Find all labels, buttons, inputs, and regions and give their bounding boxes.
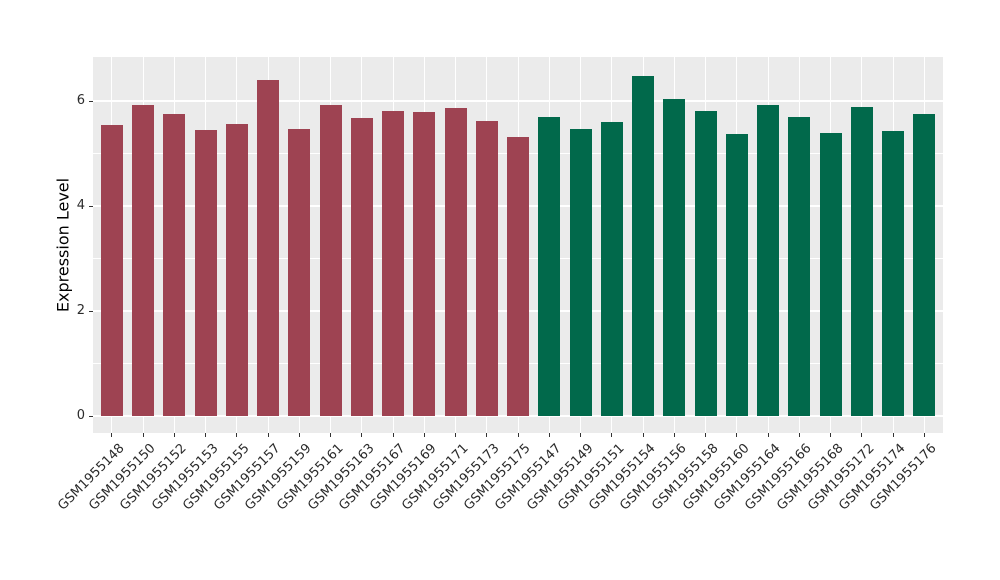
x-tick-mark: [361, 433, 363, 437]
x-tick-mark: [205, 433, 206, 437]
bar-GSM1955176: [913, 114, 936, 416]
x-tick-mark: [767, 433, 769, 437]
x-tick-mark: [673, 433, 675, 437]
bar-GSM1955158: [694, 110, 717, 416]
bar-GSM1955163: [350, 117, 373, 416]
y-tick-label: 0: [76, 408, 85, 423]
x-tick-mark: [298, 433, 300, 437]
x-tick-mark: [111, 433, 113, 437]
bar-GSM1955173: [475, 120, 498, 416]
bar-GSM1955159: [288, 128, 311, 416]
y-tick-mark: [89, 101, 93, 102]
x-tick-mark: [736, 433, 738, 437]
bar-GSM1955148: [100, 124, 123, 416]
bar-GSM1955156: [663, 99, 686, 416]
x-tick-mark: [892, 433, 894, 437]
x-tick-mark: [923, 433, 925, 437]
bar-GSM1955157: [257, 80, 279, 416]
x-tick-mark: [173, 433, 175, 437]
x-tick-mark: [142, 433, 144, 437]
bar-GSM1955164: [757, 104, 779, 416]
x-tick-mark: [236, 433, 238, 437]
x-tick-mark: [267, 433, 269, 437]
y-tick-label: 6: [76, 93, 85, 108]
x-tick-mark: [330, 433, 331, 437]
y-tick-mark: [89, 416, 93, 417]
bar-GSM1955175: [507, 137, 529, 416]
x-tick-mark: [611, 433, 613, 437]
x-tick-mark: [580, 433, 581, 437]
bar-GSM1955151: [600, 122, 623, 416]
y-major-gridline: [93, 415, 943, 417]
bar-GSM1955153: [194, 129, 217, 416]
x-tick-mark: [423, 433, 425, 437]
bar-GSM1955169: [413, 112, 436, 416]
bar-GSM1955160: [725, 133, 748, 416]
x-tick-mark: [455, 433, 456, 437]
bar-GSM1955166: [788, 117, 811, 416]
y-tick-mark: [89, 311, 93, 312]
y-tick-label: 2: [76, 303, 85, 318]
bar-GSM1955168: [819, 133, 842, 416]
bar-GSM1955152: [163, 114, 186, 416]
bar-GSM1955150: [132, 104, 154, 416]
bar-GSM1955147: [538, 116, 561, 416]
y-tick-label: 4: [76, 198, 85, 213]
bar-GSM1955154: [632, 76, 654, 416]
x-tick-mark: [642, 433, 644, 437]
x-tick-mark: [830, 433, 831, 437]
bar-GSM1955167: [382, 110, 404, 416]
bar-GSM1955172: [850, 107, 873, 416]
x-tick-mark: [517, 433, 519, 437]
bar-GSM1955174: [882, 130, 904, 416]
bar-GSM1955171: [444, 107, 467, 416]
plot-panel: [93, 57, 943, 433]
x-tick-mark: [861, 433, 863, 437]
x-tick-mark: [705, 433, 706, 437]
bar-GSM1955149: [569, 128, 592, 416]
x-tick-mark: [392, 433, 394, 437]
x-tick-mark: [548, 433, 550, 437]
bar-GSM1955155: [225, 124, 248, 416]
y-major-gridline: [93, 100, 943, 102]
x-tick-mark: [486, 433, 488, 437]
bar-GSM1955161: [319, 105, 342, 416]
x-tick-mark: [798, 433, 800, 437]
y-tick-mark: [89, 206, 93, 207]
